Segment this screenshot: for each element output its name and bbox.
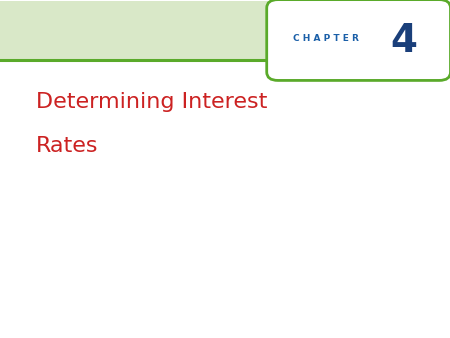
Text: Rates: Rates	[36, 136, 99, 156]
FancyBboxPatch shape	[0, 1, 448, 60]
Text: C H A P T E R: C H A P T E R	[293, 34, 359, 43]
Text: 4: 4	[390, 22, 417, 60]
Text: Determining Interest: Determining Interest	[36, 92, 267, 112]
FancyBboxPatch shape	[280, 67, 437, 75]
FancyBboxPatch shape	[267, 0, 450, 80]
